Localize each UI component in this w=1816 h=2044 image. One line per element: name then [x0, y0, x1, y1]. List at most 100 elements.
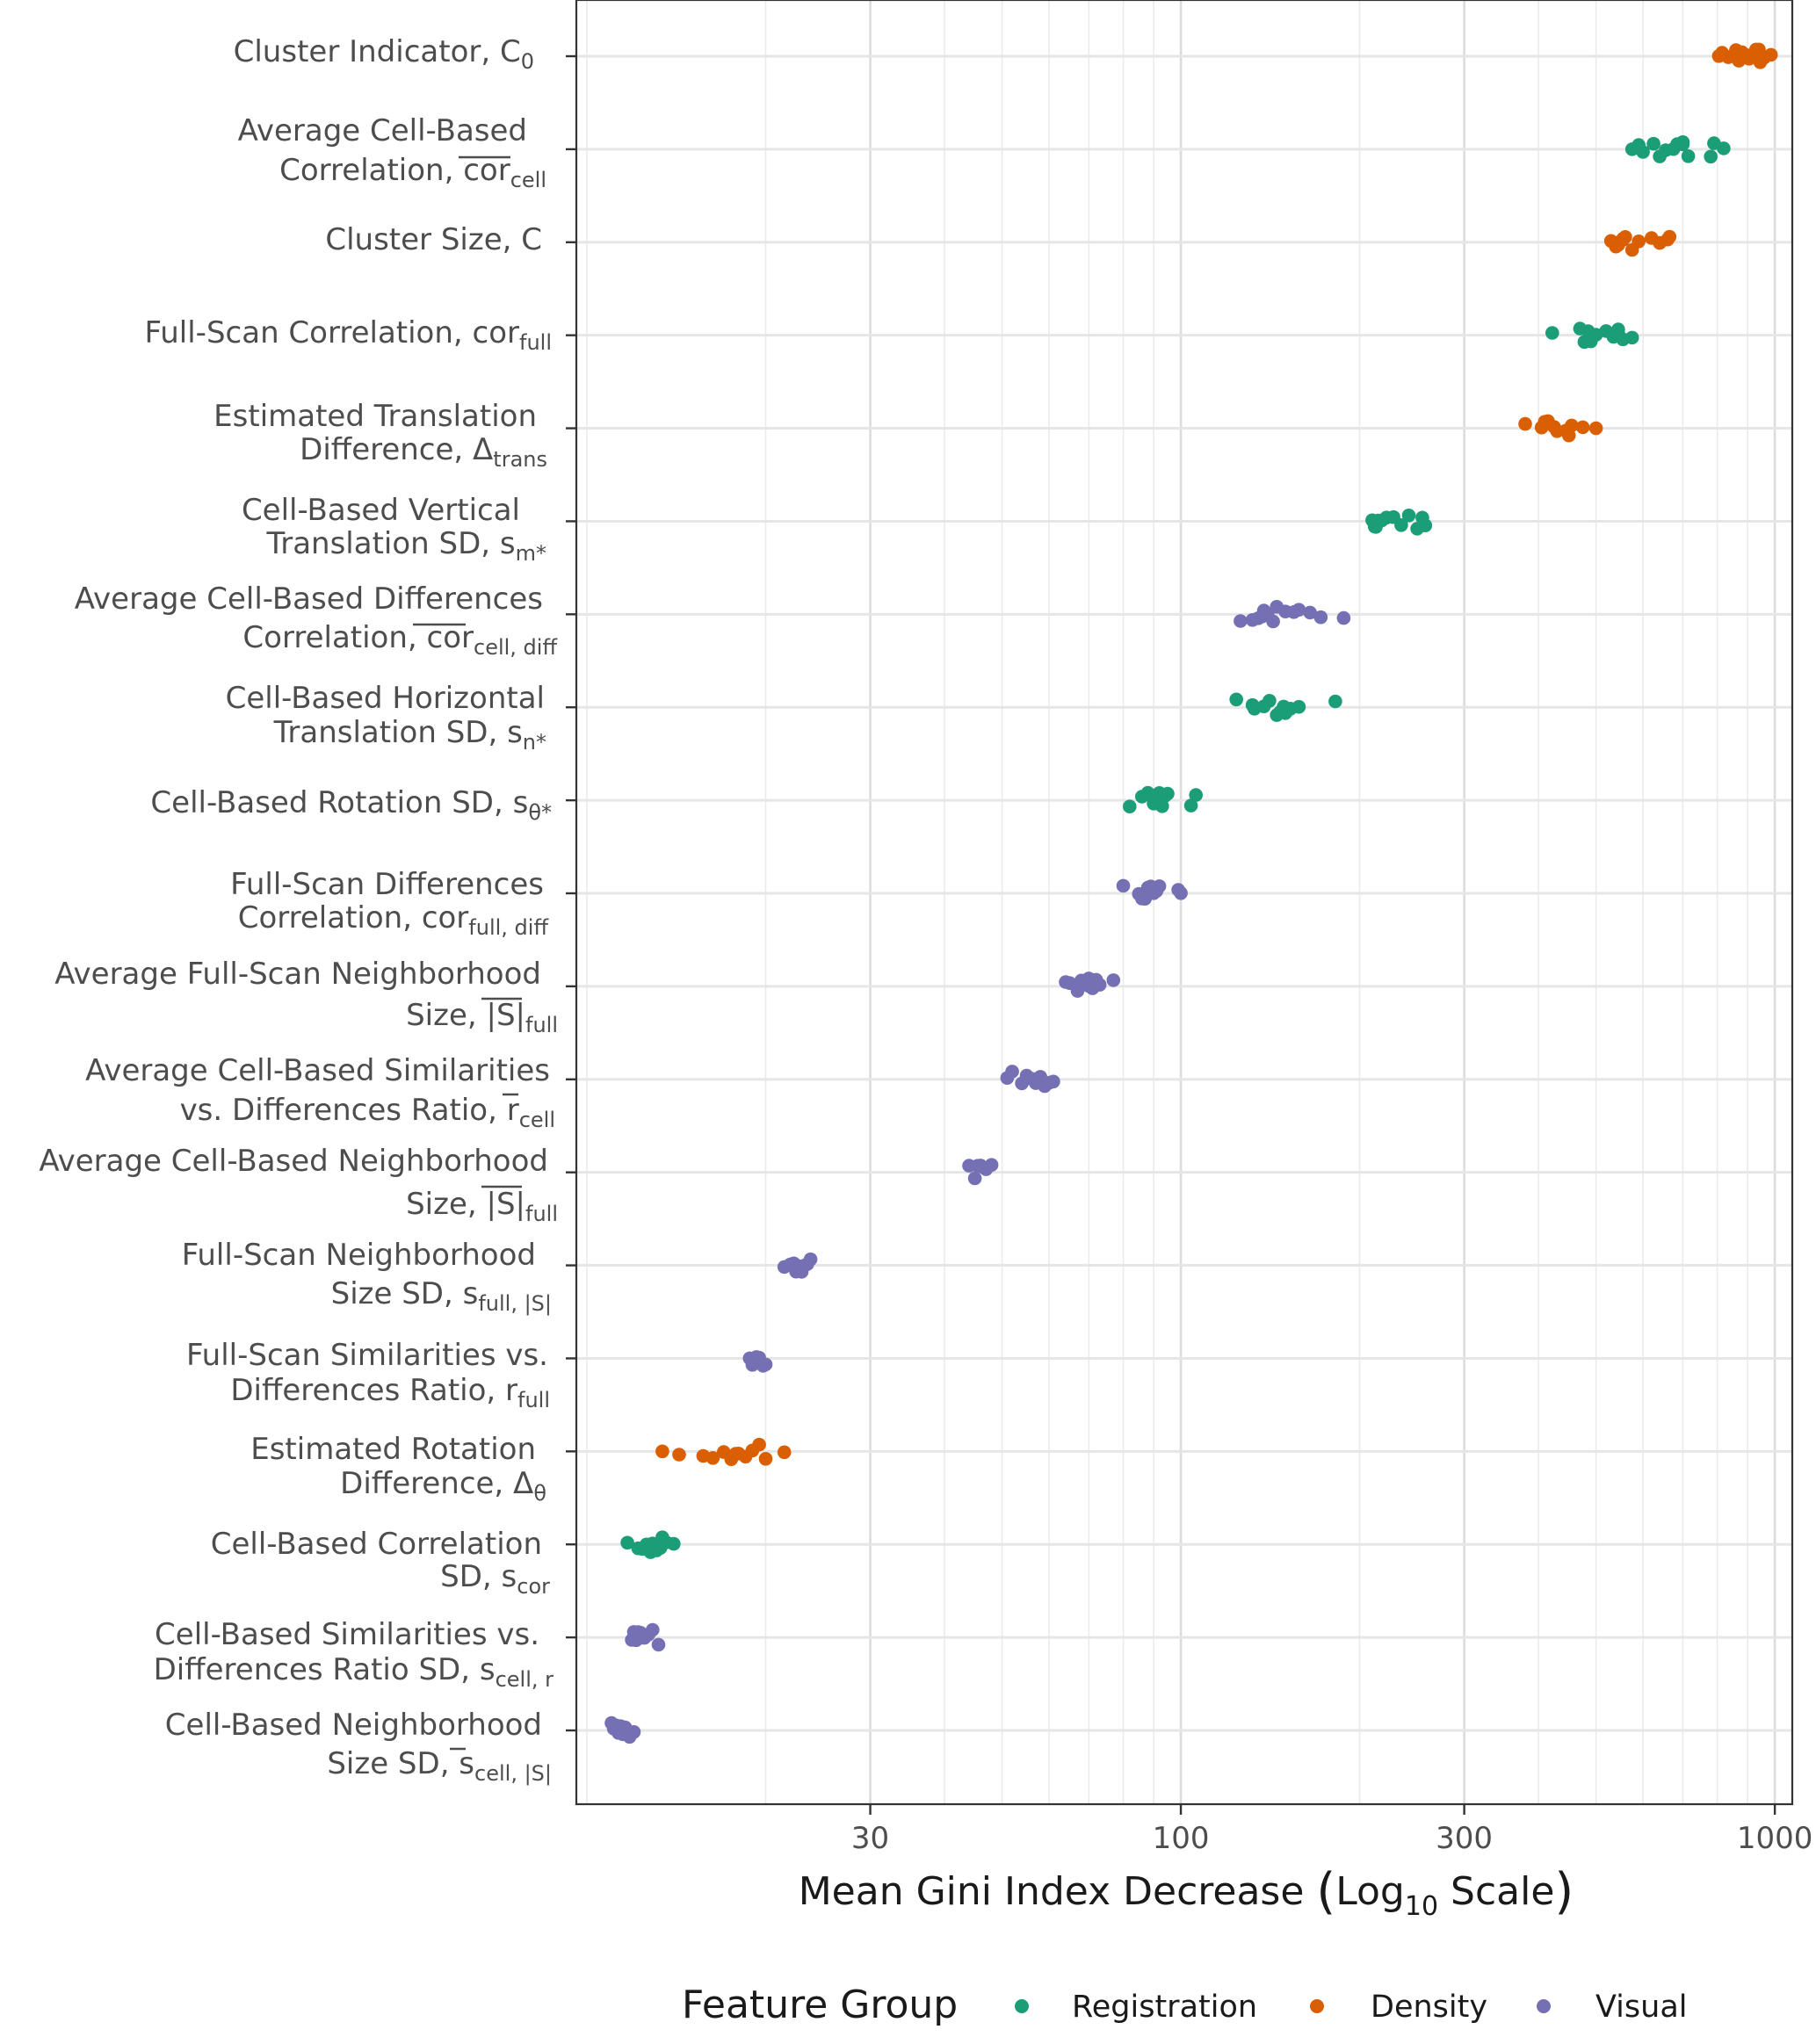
data-point	[655, 1444, 669, 1459]
y-label-est-translation-diff: Estimated Translation	[213, 399, 537, 434]
y-label-cell-vertical-sd: Cell-Based Vertical	[242, 493, 520, 528]
data-point	[1410, 522, 1424, 536]
data-point	[728, 1447, 743, 1461]
data-point	[794, 1260, 809, 1275]
data-point	[1653, 149, 1667, 163]
data-point	[1394, 518, 1408, 532]
svg-text:Differences Ratio, rfull: Differences Ratio, rfull	[230, 1373, 550, 1412]
data-point	[1611, 322, 1625, 336]
data-point	[1575, 420, 1590, 435]
data-point	[612, 1722, 626, 1736]
data-point	[803, 1252, 818, 1267]
y-label-cell-rotation-sd: Cell-Based Rotation SD, sθ*	[150, 785, 552, 825]
data-point	[1715, 46, 1729, 60]
data-point	[1518, 416, 1532, 431]
data-point	[1328, 694, 1342, 709]
svg-text:Correlation, corcell, diff: Correlation, corcell, diff	[242, 620, 557, 660]
legend-label-registration: Registration	[1072, 1990, 1257, 2025]
data-point	[1303, 605, 1317, 620]
y-label-avg-cell-correlation: Average Cell-Based	[238, 113, 527, 148]
y-label-cell-horizontal-sd: Cell-Based Horizontal	[226, 681, 545, 716]
data-point	[1732, 54, 1746, 68]
data-point	[1616, 233, 1631, 247]
y-label-est-rotation-diff: Estimated Rotation	[250, 1432, 536, 1467]
data-point	[1005, 1065, 1019, 1079]
data-point	[651, 1637, 666, 1652]
x-tick-label: 300	[1436, 1821, 1493, 1856]
x-tick-label: 30	[851, 1821, 889, 1856]
y-label-avg-cell-sim-diff-ratio: Average Cell-Based Similarities	[85, 1053, 550, 1088]
data-point	[1273, 704, 1287, 719]
x-axis-ticks: 30 100 300 1000	[851, 1804, 1812, 1856]
data-point	[1291, 603, 1306, 617]
data-point	[1681, 149, 1696, 163]
data-point	[1662, 229, 1677, 244]
svg-text:vs. Differences Ratio, rcell: vs. Differences Ratio, rcell	[180, 1093, 555, 1132]
data-point	[1313, 610, 1328, 625]
y-axis-labels: Cluster Indicator, C0 Average Cell-Based…	[39, 34, 558, 1786]
data-point	[1717, 141, 1731, 155]
svg-text:Size, |S|full: Size, |S|full	[406, 1187, 558, 1226]
data-point	[1632, 235, 1646, 249]
svg-text:Size SD, sfull, |S|: Size SD, sfull, |S|	[331, 1276, 552, 1316]
data-point	[1174, 886, 1188, 900]
y-label-full-scan-neighborhood-sd: Full-Scan Neighborhood	[182, 1238, 536, 1273]
y-label-full-scan-diff-correlation: Full-Scan Differences	[230, 867, 544, 902]
data-point	[1033, 1070, 1047, 1084]
svg-text:Translation SD, sm*: Translation SD, sm*	[265, 526, 546, 566]
data-point	[1082, 979, 1096, 993]
data-point	[1545, 326, 1559, 340]
data-point	[667, 1536, 681, 1551]
data-point	[635, 1630, 649, 1645]
data-point	[1019, 1068, 1034, 1083]
data-point	[1189, 788, 1203, 802]
data-point	[1070, 984, 1085, 998]
data-point	[1401, 509, 1416, 523]
data-point	[1291, 699, 1306, 714]
data-point	[1046, 1074, 1060, 1089]
data-point	[1636, 145, 1650, 159]
data-point	[705, 1451, 720, 1465]
y-axis-ticks	[566, 54, 576, 1732]
data-point	[758, 1357, 773, 1372]
svg-text:Difference, Δtrans: Difference, Δtrans	[300, 432, 547, 472]
y-label-avg-cell-neighborhood: Average Cell-Based Neighborhood	[39, 1144, 548, 1179]
x-tick-label: 100	[1153, 1821, 1210, 1856]
data-point	[758, 1452, 773, 1466]
data-point	[1763, 47, 1778, 62]
data-point	[1092, 978, 1107, 992]
y-label-cell-correlation-sd: Cell-Based Correlation	[211, 1527, 542, 1562]
legend-title: Feature Group	[682, 1983, 958, 2027]
data-point	[967, 1171, 982, 1186]
data-point	[1234, 614, 1248, 628]
y-label-cell-neighborhood-sd: Cell-Based Neighborhood	[165, 1708, 542, 1743]
data-point	[1565, 418, 1579, 433]
legend: Feature Group Registration Density Visua…	[682, 1983, 1688, 2027]
data-point	[672, 1448, 686, 1462]
svg-text:Size SD, scell, |S|: Size SD, scell, |S|	[327, 1746, 552, 1786]
data-point	[1588, 421, 1603, 436]
legend-marker-visual	[1537, 1999, 1551, 2013]
data-point	[1752, 42, 1766, 57]
data-point	[620, 1535, 634, 1550]
y-label-avg-full-scan-neighborhood: Average Full-Scan Neighborhood	[54, 957, 541, 992]
y-label-cell-sim-diff-ratio-sd: Cell-Based Similarities vs.	[155, 1617, 539, 1652]
data-point	[1742, 52, 1756, 66]
data-point	[1161, 786, 1175, 801]
legend-label-visual: Visual	[1595, 1990, 1688, 2025]
y-label-avg-cell-diff-correlation: Average Cell-Based Differences	[75, 581, 543, 617]
y-label-cluster-indicator: Cluster Indicator, C0	[234, 34, 534, 74]
data-point	[643, 1545, 658, 1559]
data-point	[984, 1158, 999, 1172]
y-label-full-scan-correlation: Full-Scan Correlation, corfull	[145, 315, 552, 355]
data-points	[604, 42, 1778, 1744]
svg-text:Difference, Δθ: Difference, Δθ	[340, 1466, 546, 1506]
svg-text:SD, scor: SD, scor	[440, 1559, 550, 1599]
svg-text:Translation SD, sn*: Translation SD, sn*	[273, 715, 546, 755]
data-point	[752, 1437, 766, 1452]
plot-panel	[575, 0, 1794, 1806]
data-point	[1646, 136, 1660, 151]
data-point	[777, 1445, 792, 1460]
svg-text:Correlation, corfull, diff: Correlation, corfull, diff	[238, 900, 549, 940]
